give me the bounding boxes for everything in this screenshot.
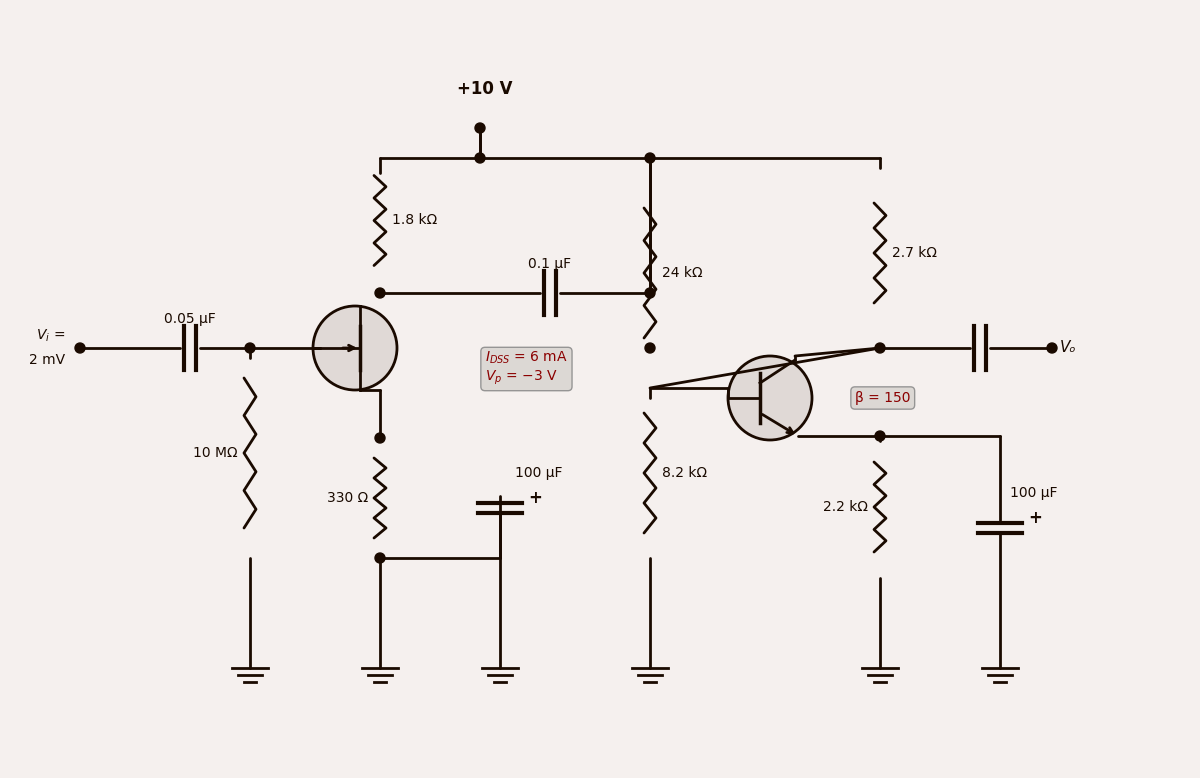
Text: 24 kΩ: 24 kΩ [662,266,703,280]
Circle shape [475,123,485,133]
Text: $V_i$ =: $V_i$ = [36,328,65,344]
Text: $I_{DSS}$ = 6 mA
$V_p$ = −3 V: $I_{DSS}$ = 6 mA $V_p$ = −3 V [485,349,568,387]
Circle shape [374,288,385,298]
Text: 100 μF: 100 μF [1010,486,1057,500]
Text: β = 150: β = 150 [856,391,911,405]
Text: 0.1 μF: 0.1 μF [528,257,571,271]
Text: 100 μF: 100 μF [515,466,563,480]
Text: 10 MΩ: 10 MΩ [193,446,238,460]
Text: 2 mV: 2 mV [29,353,65,367]
Circle shape [313,306,397,390]
Circle shape [646,343,655,353]
Text: +10 V: +10 V [457,80,512,98]
Circle shape [728,356,812,440]
Circle shape [646,153,655,163]
Circle shape [646,288,655,298]
Text: +: + [1028,509,1042,527]
Circle shape [374,433,385,443]
Circle shape [1046,343,1057,353]
Text: 0.05 μF: 0.05 μF [164,312,216,326]
Text: 2.7 kΩ: 2.7 kΩ [892,246,937,260]
Circle shape [875,343,886,353]
Text: +: + [528,489,542,507]
Text: Vₒ: Vₒ [1060,341,1076,356]
Text: 2.2 kΩ: 2.2 kΩ [823,500,868,514]
Circle shape [245,343,256,353]
Circle shape [875,431,886,441]
Text: 8.2 kΩ: 8.2 kΩ [662,466,707,480]
Circle shape [475,153,485,163]
Circle shape [374,553,385,563]
Text: 330 Ω: 330 Ω [326,491,368,505]
Circle shape [74,343,85,353]
Text: 1.8 kΩ: 1.8 kΩ [392,213,437,227]
